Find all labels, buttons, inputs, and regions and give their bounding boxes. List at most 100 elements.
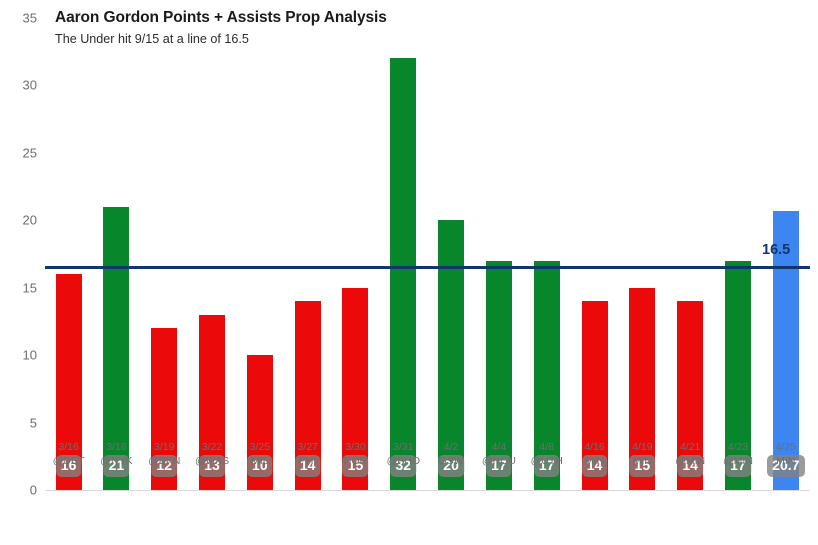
x-tick-opponent: @PHO [386,454,420,467]
bar-column[interactable]: 16 3/16 @DET [45,18,92,490]
y-axis-tick: 35 [22,10,37,26]
x-tick-date: 4/8 [539,440,555,453]
bar-column[interactable]: 12 3/19 @BKN [141,18,188,490]
x-axis-tick: 3/18 @NYK [100,440,132,468]
bar-value-label: 17 [725,455,751,477]
bar-value-label: 13 [199,455,225,477]
x-tick-opponent: PHI [298,454,317,467]
x-axis-tick: 3/30 NOR [344,440,367,468]
x-tick-opponent: @UTH [530,454,563,467]
prop-line-label: 16.5 [762,242,791,259]
x-tick-opponent: NOR [343,454,368,467]
bar-value-label: 17 [533,455,560,477]
bar-value-label: 20 [438,455,464,477]
x-tick-opponent: GSW [438,454,464,467]
bar-column[interactable]: 15 4/19 MIN [619,18,666,490]
y-axis-tick: 25 [22,145,37,161]
x-tick-date: 4/23 [727,440,749,453]
x-tick-opponent: @WAS [194,454,230,467]
bar-value-label: 15 [629,455,656,477]
x-tick-date: 3/25 [249,440,271,453]
bar-value-label: 21 [103,455,130,477]
bar-value-label: 14 [294,455,321,477]
bar[interactable] [533,260,560,490]
x-tick-opponent: MIL [251,454,269,467]
x-axis-baseline [45,490,810,491]
bar-column[interactable]: 17 4/23 @MIN [714,18,761,490]
x-tick-opponent: @HOU [481,454,516,467]
bar-column[interactable]: 14 4/21 @MIN [667,18,714,490]
bar-column[interactable]: 15 3/30 NOR [332,18,379,490]
y-axis-tick: 5 [29,415,37,431]
bar[interactable] [55,274,82,490]
x-tick-date: 3/18 [106,440,127,453]
chart-title: Aaron Gordon Points + Assists Prop Analy… [55,9,387,26]
bar[interactable] [438,220,465,490]
bar-value-label: 20.7 [766,455,805,477]
bar-value-label: 15 [342,455,369,477]
x-tick-date: 3/22 [201,440,223,453]
bar-column[interactable]: 13 3/22 @WAS [188,18,235,490]
x-axis-tick: 3/25 MIL [250,440,270,468]
bar-value-label: 14 [677,455,703,477]
bar-column[interactable]: 32 3/31 @PHO [380,18,427,490]
bar-column[interactable]: 14 4/16 MIN [571,18,618,490]
x-tick-date: 3/27 [297,440,318,453]
x-axis-tick: 3/22 @WAS [195,440,229,468]
x-axis-tick: 4/8 @UTH [531,440,563,468]
bar[interactable] [724,260,751,490]
x-axis-tick: 4/23 @MIN [723,440,753,468]
x-tick-date: 4/2 [443,440,459,453]
bar-column[interactable]: 17 4/4 @HOU [475,18,522,490]
x-tick-opponent: MIN [776,454,796,467]
y-axis-tick: 10 [22,347,37,363]
x-axis-tick: 4/4 @HOU [482,440,516,468]
x-tick-date: 4/19 [632,440,653,453]
y-axis-tick: 20 [22,212,37,228]
x-axis-tick: 4/25 MIN [776,440,796,468]
y-axis-tick: 0 [29,482,37,498]
x-tick-opponent: @BKN [148,454,181,467]
x-axis-tick: 3/31 @PHO [387,440,420,468]
bar-column[interactable]: 10 3/25 MIL [236,18,283,490]
prop-line [45,265,810,269]
y-axis: 0 5 10 15 20 25 30 35 [0,0,45,545]
x-tick-date: 4/21 [679,440,701,453]
x-axis-tick: 3/27 PHI [297,440,317,468]
y-axis-tick: 30 [22,77,37,93]
x-tick-date: 3/19 [154,440,175,453]
bar-value-label: 14 [581,455,608,477]
chart-subtitle: The Under hit 9/15 at a line of 16.5 [55,32,249,47]
bar[interactable] [772,210,799,490]
bar-value-label: 12 [151,455,178,477]
x-tick-date: 3/30 [345,440,366,453]
x-axis-tick: 4/2 GSW [439,440,464,468]
x-tick-opponent: @DET [52,454,85,467]
x-axis-tick: 4/16 MIN [584,440,604,468]
chart-header: Aaron Gordon Points + Assists Prop Analy… [55,8,775,48]
bar[interactable] [485,260,512,490]
x-axis-tick: 3/16 @DET [53,440,85,468]
bar-column[interactable]: 20 4/2 GSW [428,18,475,490]
x-tick-opponent: @MIN [723,454,753,467]
x-tick-date: 3/16 [58,440,79,453]
bar-column[interactable]: 14 3/27 PHI [284,18,331,490]
x-tick-date: 4/4 [491,440,507,453]
x-tick-opponent: @NYK [100,454,133,467]
bar-series: 16 3/16 @DET 21 3/18 @NYK 12 3/19 @BKN 13 3/22 @WAS… [45,0,810,545]
x-axis-tick: 3/19 @BKN [148,440,180,468]
bar-column[interactable]: 17 4/8 @UTH [523,18,570,490]
x-tick-opponent: MIN [632,454,652,467]
bar-value-label: 32 [390,455,417,477]
bar-value-label: 16 [55,455,82,477]
bar[interactable] [390,58,417,490]
x-axis-tick: 4/21 @MIN [675,440,705,468]
x-axis-tick: 4/19 MIN [632,440,652,468]
bar-column[interactable]: 21 3/18 @NYK [93,18,140,490]
x-tick-opponent: MIN [584,454,605,467]
bar-column[interactable]: 20.7 4/25 MIN [762,18,809,490]
bar-value-label: 17 [486,455,512,477]
bar[interactable] [103,206,130,490]
x-tick-date: 3/31 [393,440,414,453]
